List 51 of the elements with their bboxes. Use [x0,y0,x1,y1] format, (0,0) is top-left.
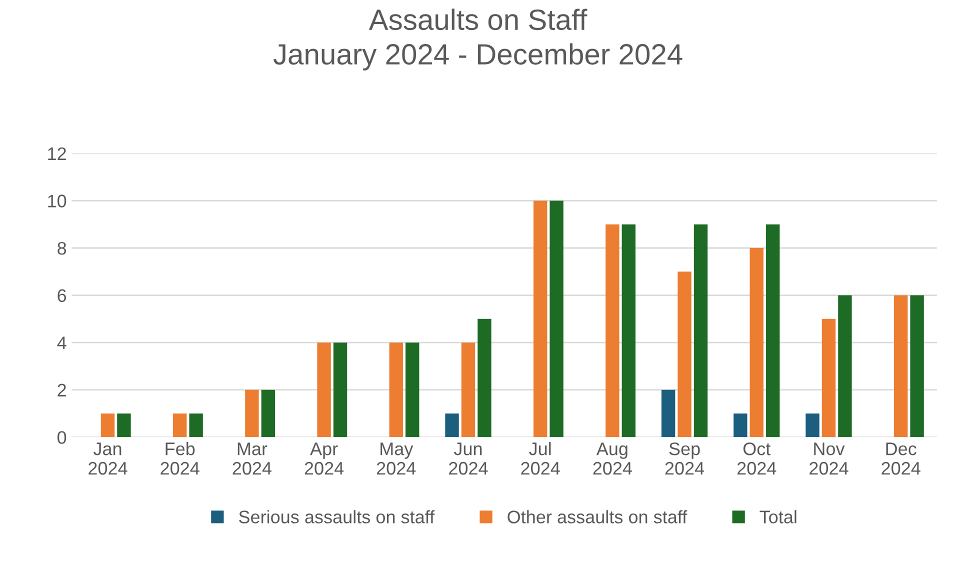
x-tick-label: Feb 2024 [160,442,200,475]
x-tick-label: Apr 2024 [304,442,344,475]
x-tick-label: Nov 2024 [810,442,848,475]
bar [406,342,420,438]
bar [661,390,676,438]
x-tick-label: Jun 2024 [449,442,488,475]
legend-label: Total [760,510,796,524]
bar [317,342,331,438]
x-tick-label: Oct 2024 [737,442,776,475]
bar [622,224,636,438]
bar [894,295,908,438]
y-tick-label: 6 [58,289,66,302]
bar [822,318,836,438]
bar [750,248,764,438]
bar [694,224,708,438]
bar [261,390,276,438]
y-tick-label: 4 [57,336,66,350]
y-tick-label: 0 [58,431,66,444]
bar [445,414,459,438]
bar [766,224,780,438]
bar [734,414,748,438]
y-tick-label: 12 [48,147,66,160]
bar [389,342,403,438]
y-tick-label: 2 [58,384,66,396]
bar [189,414,203,438]
x-tick-label: Dec 2024 [882,442,920,475]
bar [910,295,924,438]
bar [461,342,476,438]
bar [678,272,692,438]
bar [533,200,548,438]
x-tick-label: Jul 2024 [521,442,560,475]
x-tick-label: May 2024 [376,442,416,475]
legend-label: Other assaults on staff [508,510,688,524]
y-tick-label: 10 [48,194,66,208]
x-tick-label: Mar 2024 [232,442,272,475]
bar [550,200,564,438]
x-tick-label: Jan 2024 [88,442,128,475]
bar [478,318,492,438]
bar [245,390,259,438]
chart-title: Assaults on Staff January 2024 - December 2024 [273,8,682,70]
bar [806,414,820,438]
bar [838,295,852,438]
x-tick-label: Sep 2024 [665,442,704,475]
bar [173,414,187,438]
x-tick-label: Aug 2024 [593,442,632,475]
legend-label: Serious assaults on staff [239,510,435,524]
bar [100,414,115,438]
bar [117,414,131,438]
bar [606,224,620,438]
bar [333,342,348,438]
y-tick-label: 8 [58,242,66,255]
